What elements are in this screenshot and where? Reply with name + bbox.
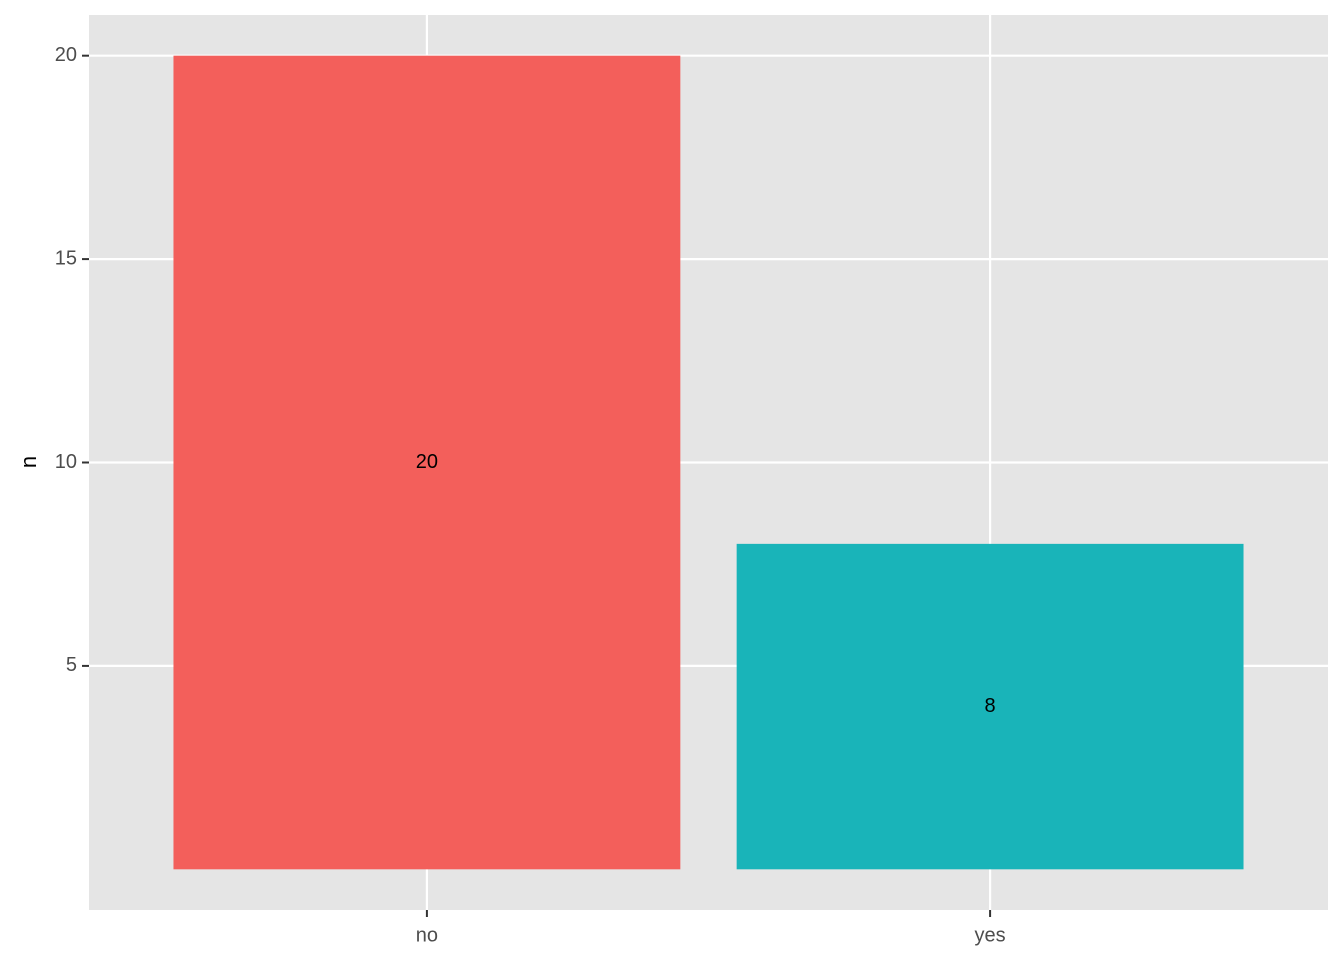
value-label: 20 — [416, 451, 438, 473]
x-tick-label: yes — [975, 924, 1006, 946]
value-label: 8 — [985, 695, 996, 717]
y-axis-label: n — [16, 456, 41, 468]
bar — [736, 543, 1244, 870]
bar — [173, 55, 681, 870]
x-tick-label: no — [416, 924, 438, 946]
y-tick-label: 5 — [66, 654, 77, 676]
y-tick-label: 20 — [55, 44, 77, 66]
y-tick-label: 10 — [55, 451, 77, 473]
y-tick-label: 15 — [55, 247, 77, 269]
